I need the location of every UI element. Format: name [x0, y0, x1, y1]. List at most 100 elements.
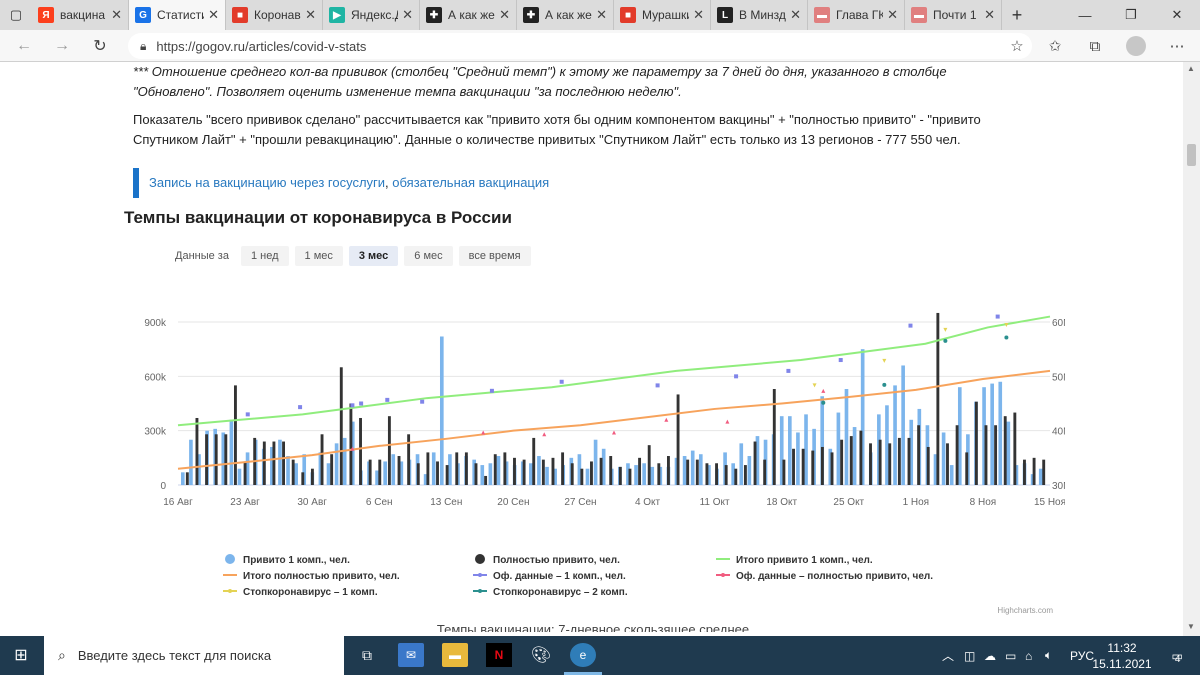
- bar-fully-vaccinated: [1023, 459, 1026, 485]
- range-button[interactable]: 1 мес: [294, 246, 343, 266]
- add-favorite-icon[interactable]: ☆: [1010, 38, 1024, 55]
- language-indicator[interactable]: РУС: [1070, 648, 1095, 663]
- tab-close-icon[interactable]: ✕: [402, 7, 413, 22]
- scroll-up-arrow[interactable]: ▲: [1187, 64, 1195, 73]
- x-axis-tick: 1 Ноя: [903, 497, 930, 508]
- tab-title: Почти 1: [933, 8, 977, 22]
- bar-fully-vaccinated: [233, 385, 237, 485]
- maximize-button[interactable]: ❐: [1125, 7, 1137, 22]
- tab-close-icon[interactable]: ✕: [693, 7, 704, 22]
- tab-favicon-icon: G: [135, 7, 151, 23]
- gosuslugi-link[interactable]: Запись на вакцинацию через госуслуги: [149, 175, 386, 190]
- browser-tab[interactable]: L В Минздраве ✕: [711, 0, 808, 30]
- tab-favicon-icon: ▬: [911, 7, 927, 23]
- bar-fully-vaccinated: [301, 472, 305, 485]
- browser-tab[interactable]: ▬ Глава ГК ✕: [808, 0, 905, 30]
- mandatory-vaccination-link[interactable]: обязательная вакцинация: [392, 175, 550, 190]
- marker-stopcorona-2: [1004, 335, 1009, 340]
- minimize-button[interactable]: —: [1078, 7, 1092, 23]
- battery-icon[interactable]: ▭: [1005, 648, 1017, 663]
- tab-close-icon[interactable]: ✕: [499, 7, 510, 22]
- volume-icon[interactable]: 🔈︎: [1045, 648, 1053, 662]
- bar-fully-vaccinated: [753, 441, 757, 485]
- forward-button[interactable]: →: [54, 37, 70, 54]
- tab-close-icon[interactable]: ✕: [208, 7, 219, 22]
- tray-app-icon[interactable]: ◫: [964, 648, 976, 663]
- bar-fully-vaccinated: [570, 463, 574, 485]
- tab-favicon-icon: ▶: [329, 7, 345, 23]
- edge-icon[interactable]: e: [570, 643, 596, 667]
- browser-tab[interactable]: G Статистика ✕: [129, 0, 226, 30]
- collections-icon[interactable]: ⧉: [1089, 37, 1101, 55]
- bar-first-dose: [698, 454, 703, 485]
- range-button[interactable]: 1 нед: [240, 246, 289, 266]
- paint-icon[interactable]: 🎨︎: [530, 647, 552, 664]
- taskbar-search[interactable]: ⌕ Введите здесь текст для поиска: [44, 636, 344, 675]
- tab-title: Глава ГК: [836, 8, 884, 22]
- marker-stopcorona-2: [821, 400, 826, 405]
- range-selector: Данные за 1 нед 1 мес 3 мес 6 мес все время: [175, 246, 537, 266]
- taskbar: ⊞ ⌕ Введите здесь текст для поиска ⧉ ✉ ▬…: [0, 636, 1200, 675]
- legend-item: Оф. данные – полностью привито, чел.: [736, 570, 933, 582]
- bar-first-dose: [852, 427, 857, 485]
- bar-fully-vaccinated: [638, 457, 642, 485]
- marker-official-fully: [350, 446, 355, 451]
- tray-chevron-icon[interactable]: ︿: [942, 649, 955, 663]
- range-button[interactable]: 6 мес: [404, 246, 453, 266]
- file-explorer-icon[interactable]: ▬: [442, 643, 468, 667]
- marker-official-first-dose: [245, 412, 250, 417]
- bar-first-dose: [439, 336, 444, 485]
- bar-first-dose: [893, 385, 897, 485]
- tab-close-icon[interactable]: ✕: [305, 7, 316, 22]
- task-view-icon[interactable]: ⧉: [362, 646, 372, 663]
- back-button[interactable]: ←: [16, 37, 32, 54]
- bar-first-dose: [302, 454, 307, 485]
- browser-tab[interactable]: ■ Коронавирус ✕: [226, 0, 323, 30]
- tab-close-icon[interactable]: ✕: [984, 7, 995, 22]
- bar-first-dose: [197, 454, 201, 485]
- address-bar-row: ← → ↻ 🔒︎ https://gogov.ru/articles/covid…: [0, 30, 1200, 62]
- browser-tab[interactable]: ✚ А как же ✕: [517, 0, 614, 30]
- tab-title: Статистика: [157, 8, 204, 22]
- scroll-down-arrow[interactable]: ▼: [1187, 622, 1195, 631]
- mail-icon[interactable]: ✉: [398, 643, 424, 667]
- marker-official-first-dose: [786, 368, 791, 373]
- tab-favicon-icon: L: [717, 7, 733, 23]
- tab-actions-icon[interactable]: ▢: [9, 7, 23, 22]
- close-window-button[interactable]: ✕: [1171, 7, 1183, 22]
- bar-fully-vaccinated: [859, 430, 863, 485]
- scroll-thumb[interactable]: [1187, 144, 1196, 166]
- browser-tab[interactable]: ✚ А как же ✕: [420, 0, 517, 30]
- bar-fully-vaccinated: [676, 394, 680, 485]
- page-content: *** Отношение среднего кол-ва прививок (…: [0, 62, 1183, 636]
- bar-first-dose: [585, 468, 590, 485]
- network-icon[interactable]: ⌂: [1025, 648, 1033, 663]
- notifications-button[interactable]: ▭ 4: [1162, 636, 1190, 675]
- scrollbar[interactable]: ▲ ▼: [1183, 62, 1200, 636]
- profile-avatar[interactable]: [1126, 36, 1146, 56]
- favorites-icon[interactable]: ✩: [1048, 38, 1062, 55]
- bar-first-dose: [739, 443, 744, 485]
- refresh-button[interactable]: ↻: [93, 38, 107, 55]
- windows-start-icon[interactable]: ⊞: [14, 647, 28, 664]
- browser-tab[interactable]: ■ Мурашки ✕: [614, 0, 711, 30]
- clock[interactable]: 11:32 15.11.2021: [1092, 636, 1151, 675]
- x-axis-tick: 20 Сен: [497, 497, 529, 508]
- netflix-icon[interactable]: N: [486, 643, 512, 667]
- bar-fully-vaccinated: [888, 443, 892, 485]
- tab-close-icon[interactable]: ✕: [887, 7, 898, 22]
- new-tab-button[interactable]: +: [1011, 4, 1023, 25]
- tab-close-icon[interactable]: ✕: [111, 7, 122, 22]
- browser-tab[interactable]: ▬ Почти 1 ✕: [905, 0, 1002, 30]
- bar-fully-vaccinated: [387, 416, 391, 485]
- onedrive-icon[interactable]: ☁: [984, 648, 996, 663]
- tab-close-icon[interactable]: ✕: [790, 7, 801, 22]
- bar-fully-vaccinated: [946, 443, 949, 485]
- range-button[interactable]: все время: [458, 246, 531, 266]
- tab-close-icon[interactable]: ✕: [596, 7, 607, 22]
- url-field[interactable]: 🔒︎ https://gogov.ru/articles/covid-v-sta…: [128, 33, 1032, 59]
- menu-icon[interactable]: ⋯: [1169, 38, 1185, 55]
- browser-tab[interactable]: ▶ Яндекс.Дзен ✕: [323, 0, 420, 30]
- range-button[interactable]: 3 мес: [348, 246, 399, 266]
